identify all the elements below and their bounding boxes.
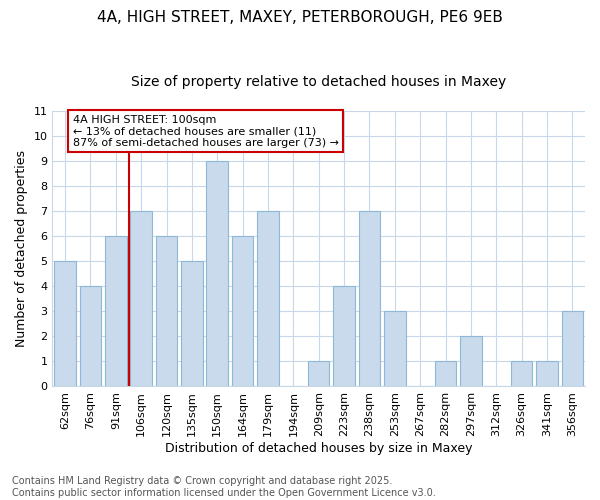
Bar bbox=[80, 286, 101, 386]
Text: 4A, HIGH STREET, MAXEY, PETERBOROUGH, PE6 9EB: 4A, HIGH STREET, MAXEY, PETERBOROUGH, PE… bbox=[97, 10, 503, 25]
Bar bbox=[435, 362, 456, 386]
Bar bbox=[257, 211, 279, 386]
Bar bbox=[308, 362, 329, 386]
Y-axis label: Number of detached properties: Number of detached properties bbox=[15, 150, 28, 347]
Bar bbox=[206, 161, 228, 386]
Bar bbox=[55, 261, 76, 386]
Bar bbox=[105, 236, 127, 386]
Text: Contains HM Land Registry data © Crown copyright and database right 2025.
Contai: Contains HM Land Registry data © Crown c… bbox=[12, 476, 436, 498]
Bar bbox=[156, 236, 178, 386]
Bar bbox=[333, 286, 355, 386]
Bar bbox=[511, 362, 532, 386]
Bar bbox=[460, 336, 482, 386]
Bar bbox=[359, 211, 380, 386]
Bar bbox=[384, 312, 406, 386]
X-axis label: Distribution of detached houses by size in Maxey: Distribution of detached houses by size … bbox=[165, 442, 472, 455]
Bar bbox=[232, 236, 253, 386]
Bar bbox=[562, 312, 583, 386]
Bar bbox=[536, 362, 558, 386]
Text: 4A HIGH STREET: 100sqm
← 13% of detached houses are smaller (11)
87% of semi-det: 4A HIGH STREET: 100sqm ← 13% of detached… bbox=[73, 115, 339, 148]
Title: Size of property relative to detached houses in Maxey: Size of property relative to detached ho… bbox=[131, 75, 506, 89]
Bar bbox=[130, 211, 152, 386]
Bar bbox=[181, 261, 203, 386]
